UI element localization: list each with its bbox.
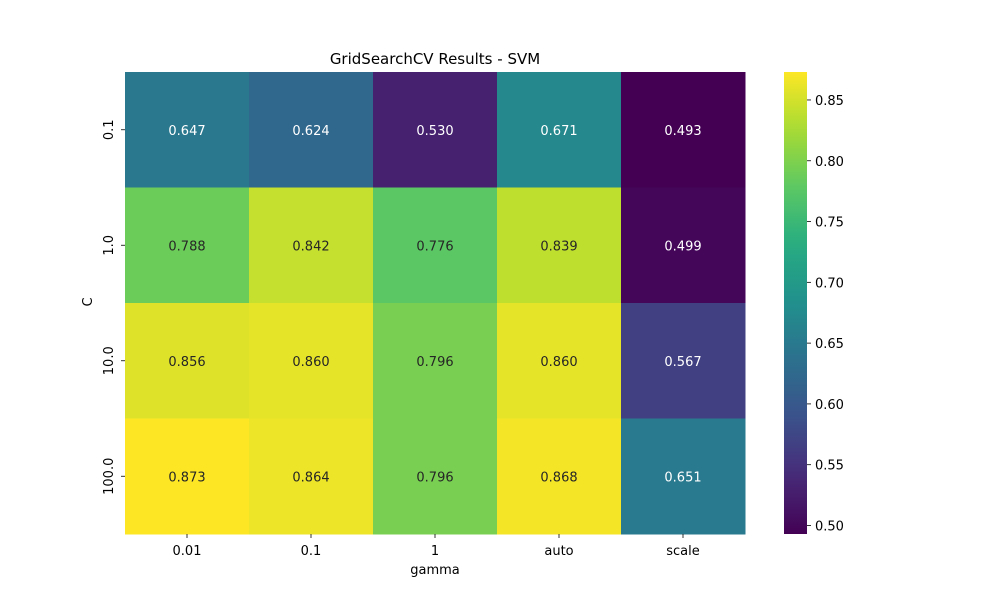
heatmap-cell bbox=[497, 303, 622, 419]
cell-value-label: 0.873 bbox=[168, 470, 205, 485]
colorbar bbox=[784, 72, 807, 534]
cell-value-label: 0.860 bbox=[292, 355, 329, 370]
cell-value-label: 0.796 bbox=[416, 470, 453, 485]
heatmap-cell bbox=[497, 72, 622, 188]
x-tick-label: 0.01 bbox=[173, 544, 202, 559]
chart-title: GridSearchCV Results - SVM bbox=[330, 50, 540, 68]
cell-value-label: 0.776 bbox=[416, 239, 453, 254]
cell-value-label: 0.647 bbox=[168, 124, 205, 139]
cell-value-label: 0.856 bbox=[168, 355, 205, 370]
cell-value-label: 0.860 bbox=[540, 355, 577, 370]
heatmap-cell bbox=[373, 303, 498, 419]
heatmap-cell bbox=[497, 187, 622, 304]
x-tick-label: 1 bbox=[431, 544, 439, 559]
heatmap-cell bbox=[249, 187, 374, 304]
cell-value-label: 0.624 bbox=[292, 124, 329, 139]
cell-value-label: 0.499 bbox=[664, 239, 701, 254]
y-tick-label: 10.0 bbox=[102, 346, 117, 375]
heatmap-cell bbox=[249, 72, 374, 188]
cell-value-label: 0.651 bbox=[664, 470, 701, 485]
cell-value-label: 0.868 bbox=[540, 470, 577, 485]
x-axis-ticks: 0.01 0.1 1 auto scale bbox=[173, 534, 700, 559]
heatmap-cell bbox=[621, 72, 746, 188]
heatmap-cells: 0.647 0.624 0.530 0.671 0.493 0.788 0.842 0.776… bbox=[125, 72, 746, 535]
colorbar-tick-label: 0.70 bbox=[815, 276, 844, 291]
colorbar-tick-label: 0.60 bbox=[815, 398, 844, 413]
y-tick-label: 100.0 bbox=[102, 458, 117, 495]
heatmap-cell bbox=[125, 303, 250, 419]
cell-value-label: 0.788 bbox=[168, 239, 205, 254]
y-axis-ticks: 0.1 1.0 10.0 100.0 bbox=[102, 119, 125, 495]
x-tick-label: auto bbox=[544, 544, 573, 559]
x-tick-label: scale bbox=[666, 544, 700, 559]
heatmap-cell bbox=[373, 72, 498, 188]
cell-value-label: 0.839 bbox=[540, 239, 577, 254]
colorbar-tick-label: 0.55 bbox=[815, 459, 844, 474]
heatmap-cell bbox=[497, 418, 622, 535]
heatmap-cell bbox=[249, 303, 374, 419]
y-tick-label: 1.0 bbox=[102, 235, 117, 256]
heatmap-cell bbox=[373, 418, 498, 535]
heatmap-cell bbox=[125, 72, 250, 188]
heatmap-cell bbox=[249, 418, 374, 535]
y-axis-label: C bbox=[81, 297, 96, 306]
colorbar-ticks: 0.50 0.55 0.60 0.65 0.70 0.75 0.80 0.85 bbox=[807, 94, 844, 534]
colorbar-tick-label: 0.75 bbox=[815, 216, 844, 231]
heatmap-cell bbox=[621, 303, 746, 419]
heatmap-cell bbox=[621, 187, 746, 304]
colorbar-tick-label: 0.50 bbox=[815, 519, 844, 534]
colorbar-tick-label: 0.65 bbox=[815, 337, 844, 352]
y-tick-label: 0.1 bbox=[102, 119, 117, 140]
colorbar-tick-label: 0.80 bbox=[815, 155, 844, 170]
cell-value-label: 0.864 bbox=[292, 470, 329, 485]
heatmap-cell bbox=[373, 187, 498, 304]
cell-value-label: 0.567 bbox=[664, 355, 701, 370]
cell-value-label: 0.671 bbox=[540, 124, 577, 139]
heatmap-cell bbox=[621, 418, 746, 535]
x-tick-label: 0.1 bbox=[301, 544, 322, 559]
colorbar-tick-label: 0.85 bbox=[815, 94, 844, 109]
heatmap-cell bbox=[125, 187, 250, 304]
heatmap-cell bbox=[125, 418, 250, 535]
cell-value-label: 0.842 bbox=[292, 239, 329, 254]
cell-value-label: 0.796 bbox=[416, 355, 453, 370]
cell-value-label: 0.530 bbox=[416, 124, 453, 139]
x-axis-label: gamma bbox=[410, 563, 460, 578]
cell-value-label: 0.493 bbox=[664, 124, 701, 139]
